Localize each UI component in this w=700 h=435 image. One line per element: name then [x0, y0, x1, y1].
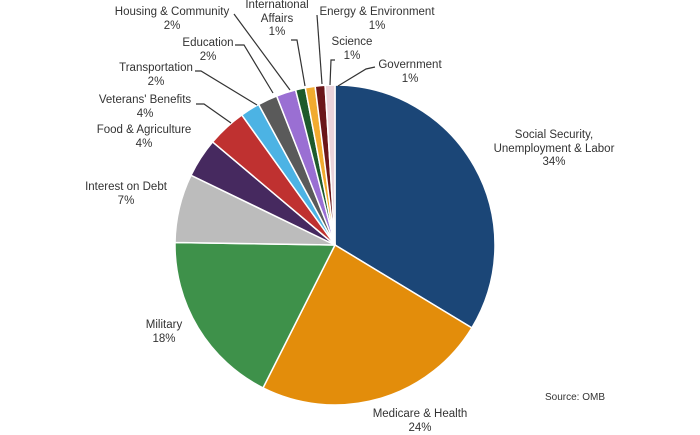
leader-line [195, 71, 257, 105]
slice-label-name: Social Security, [494, 129, 615, 143]
slice-label-name: Military [146, 319, 182, 333]
slice-label-name: Affairs [245, 13, 308, 27]
slice-label-percent: 4% [99, 108, 191, 122]
leader-line [330, 60, 335, 85]
slice-label-name: Housing & Community [115, 6, 229, 20]
leader-line [196, 104, 231, 123]
slice-label-name: Education [182, 37, 233, 51]
slice-label-percent: 1% [332, 50, 373, 64]
slice-label-percent: 18% [146, 333, 182, 347]
slice-label-name: Transportation [119, 62, 193, 76]
slice-label-name: Government [378, 59, 441, 73]
source-note: Source: OMB [545, 392, 605, 403]
slice-label-percent: 24% [373, 422, 468, 435]
slice-label-percent: 7% [85, 195, 167, 209]
slice-label-name: Veterans' Benefits [99, 94, 191, 108]
slice-label-name: Medicare & Health [373, 408, 468, 422]
leader-line [338, 67, 375, 86]
slice-label-percent: 34% [494, 156, 615, 170]
slice-label-name: Interest on Debt [85, 181, 167, 195]
leader-line [235, 45, 273, 93]
slice-label-percent: 1% [319, 20, 434, 34]
slice-label-percent: 2% [119, 76, 193, 90]
slice-label-name: Unemployment & Labor [494, 143, 615, 157]
leader-line [291, 40, 305, 86]
slice-label-percent: 2% [182, 51, 233, 65]
slice-label-percent: 2% [115, 20, 229, 34]
slice-label-name: Science [332, 36, 373, 50]
slice-label-percent: 1% [378, 73, 441, 87]
slice-label-percent: 4% [97, 138, 192, 152]
slice-label-name: International [245, 0, 308, 13]
pie-slices [175, 85, 495, 405]
slice-label-percent: 1% [245, 26, 308, 40]
slice-label-name: Food & Agriculture [97, 124, 192, 138]
slice-label-name: Energy & Environment [319, 6, 434, 20]
